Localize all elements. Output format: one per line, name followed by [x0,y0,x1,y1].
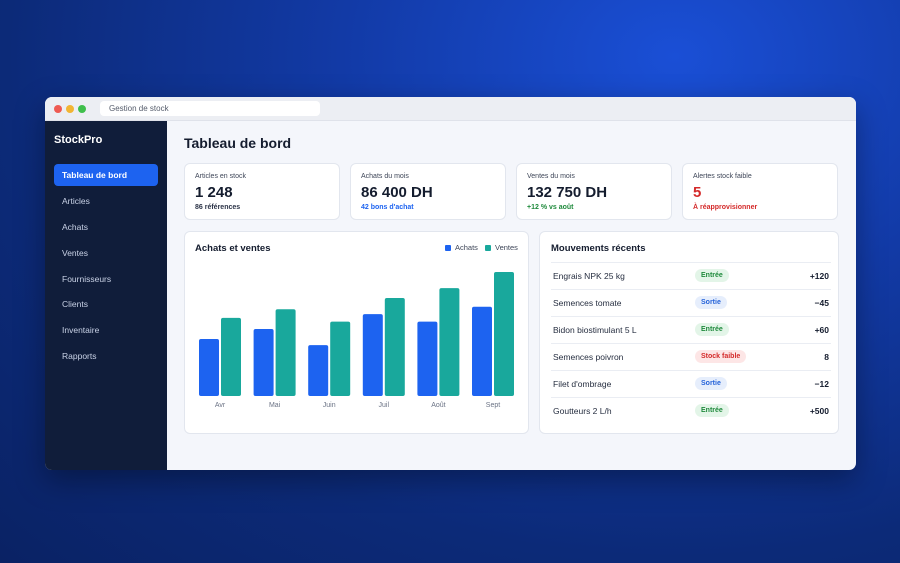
sidebar-item-fournisseurs[interactable]: Fournisseurs [62,274,112,284]
sidebar-item-articles[interactable]: Articles [62,196,90,206]
kpi-value: 86 400 DH [361,184,433,201]
bar-ventes-mai[interactable] [275,309,296,396]
item-name: Engrais NPK 25 kg [553,271,625,281]
legend-label: Achats [455,243,478,252]
sidebar-item-ventes[interactable]: Ventes [62,248,88,258]
sidebar-item-rapports[interactable]: Rapports [62,351,97,361]
brand-logo: StockPro [54,134,103,146]
item-quantity: −45 [814,298,829,308]
x-tick-label: Juin [323,402,336,409]
sidebar-item-achats[interactable]: Achats [62,222,88,232]
item-name: Bidon biostimulant 5 L [553,325,637,335]
status-badge: Entrée [695,323,729,336]
x-tick-label: Avr [215,402,226,409]
list-item[interactable]: Goutteurs 2 L/h Entrée +500 [551,397,831,424]
sidebar-item-clients[interactable]: Clients [62,299,88,309]
sidebar-item-inventaire[interactable]: Inventaire [62,325,100,335]
item-name: Filet d'ombrage [553,379,612,389]
item-name: Goutteurs 2 L/h [553,406,612,416]
sidebar: StockPro Tableau de bord Articles Achats… [45,121,167,470]
kpi-subtext: +12 % vs août [527,204,574,211]
address-bar[interactable]: Gestion de stock [100,101,320,116]
status-badge: Entrée [695,404,729,417]
kpi-subtext: À réapprovisionner [693,204,758,211]
item-quantity: +120 [809,271,829,281]
legend-swatch [485,244,491,251]
x-tick-label: Juil [379,402,390,409]
bar-achats-avr[interactable] [199,338,219,396]
status-badge: Sortie [695,296,727,309]
bar-ventes-juin[interactable] [330,321,351,396]
movements-title: Mouvements récents [551,243,646,254]
list-item[interactable]: Engrais NPK 25 kg Entrée +120 [551,262,831,289]
list-item[interactable]: Semences poivron Stock faible 8 [551,343,831,370]
status-badge: Entrée [695,269,729,282]
x-tick-label: Août [431,402,445,409]
status-badge: Stock faible [695,350,747,363]
bar-achats-sept[interactable] [472,306,492,396]
kpi-subtext: 42 bons d'achat [361,204,414,211]
bar-achats-juil[interactable] [362,314,383,396]
x-tick-label: Sept [486,402,500,409]
kpi-subtext: 86 références [195,204,241,211]
bar-achats-juin[interactable] [308,345,329,396]
kpi-value: 132 750 DH [527,184,608,201]
kpi-card-ventes[interactable]: Ventes du mois 132 750 DH +12 % vs août [516,163,672,220]
kpi-label: Alertes stock faible [693,173,752,180]
kpi-value: 1 248 [195,184,233,201]
bar-achats-mai[interactable] [253,329,274,396]
kpi-card-achats[interactable]: Achats du mois 86 400 DH 42 bons d'achat [350,163,506,220]
movements-card: Mouvements récents Engrais NPK 25 kg Ent… [539,231,839,434]
app-window: Gestion de stock StockPro Tableau de bor… [45,97,856,470]
chart-title: Achats et ventes [195,243,271,254]
bar-ventes-sept[interactable] [494,272,514,396]
item-quantity: +500 [809,406,829,416]
legend-label: Ventes [495,243,518,252]
maximize-window-button[interactable] [78,105,86,113]
chart-card: Achats et ventes Achats Ventes Avr Mai Jui… [184,231,529,434]
main-content: Tableau de bord Articles en stock 1 248 … [167,121,856,470]
kpi-label: Articles en stock [195,173,246,180]
bar-achats-août[interactable] [417,321,438,396]
bar-ventes-avr[interactable] [221,317,241,396]
item-quantity: −12 [814,379,829,389]
legend-achats: Achats [445,243,478,252]
item-quantity: +60 [814,325,829,335]
item-name: Semences poivron [553,352,624,362]
item-name: Semences tomate [553,298,622,308]
close-window-button[interactable] [54,105,62,113]
bar-chart: Avr Mai Juin Juil Août Sept [199,272,514,409]
kpi-label: Achats du mois [361,173,409,180]
page-title: Tableau de bord [184,135,292,151]
kpi-card-articles[interactable]: Articles en stock 1 248 86 références [184,163,340,220]
status-badge: Sortie [695,377,727,390]
list-item[interactable]: Semences tomate Sortie −45 [551,289,831,316]
bar-ventes-juil[interactable] [384,298,405,396]
list-item[interactable]: Bidon biostimulant 5 L Entrée +60 [551,316,831,343]
kpi-card-alertes[interactable]: Alertes stock faible 5 À réapprovisionne… [682,163,838,220]
kpi-label: Ventes du mois [527,173,575,180]
x-tick-label: Mai [269,402,281,409]
list-item[interactable]: Filet d'ombrage Sortie −12 [551,370,831,397]
legend-swatch [445,244,451,251]
title-bar: Gestion de stock [45,97,856,121]
minimize-window-button[interactable] [66,105,74,113]
kpi-value: 5 [693,184,702,201]
item-quantity: 8 [824,352,829,362]
legend-ventes: Ventes [485,243,518,252]
sidebar-item-tableau-de-bord[interactable]: Tableau de bord [54,164,158,186]
bar-ventes-août[interactable] [439,288,460,396]
